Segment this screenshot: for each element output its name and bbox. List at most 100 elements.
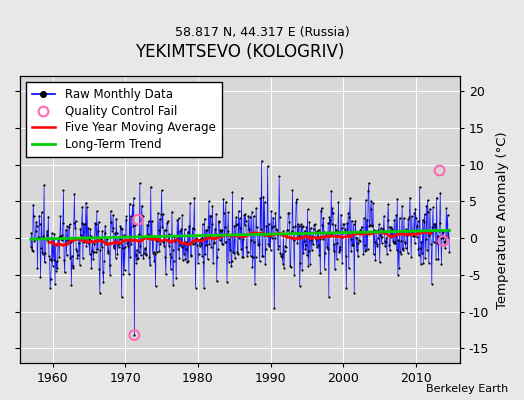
Point xyxy=(254,241,263,247)
Point xyxy=(428,280,436,287)
Point xyxy=(40,182,48,188)
Point xyxy=(129,194,138,201)
Point xyxy=(316,270,324,276)
Point xyxy=(179,240,188,246)
Point xyxy=(72,246,80,252)
Point xyxy=(103,236,111,242)
Point xyxy=(112,255,120,261)
Point xyxy=(241,211,249,218)
Point xyxy=(240,212,248,219)
Point xyxy=(431,224,439,230)
Point xyxy=(136,180,144,186)
Point xyxy=(184,223,193,230)
Point xyxy=(264,163,272,169)
Point xyxy=(262,223,270,229)
Point xyxy=(313,228,322,234)
Point xyxy=(90,249,98,255)
Point xyxy=(311,221,319,228)
Point xyxy=(90,241,99,247)
Point xyxy=(288,187,297,194)
Point xyxy=(40,259,49,266)
Point xyxy=(385,242,394,248)
Point xyxy=(299,250,308,256)
Point xyxy=(209,203,217,210)
Point xyxy=(148,218,156,224)
Point xyxy=(417,261,425,268)
Point xyxy=(349,242,357,248)
Point xyxy=(191,284,200,291)
Point xyxy=(209,260,217,266)
Point xyxy=(233,220,241,227)
Point xyxy=(412,215,420,222)
Point xyxy=(256,258,264,264)
Point xyxy=(306,261,314,267)
Point xyxy=(51,280,59,287)
Point xyxy=(178,212,187,219)
Point xyxy=(162,227,171,233)
Point xyxy=(33,264,41,271)
Point xyxy=(252,254,260,261)
Point xyxy=(139,255,148,261)
Point xyxy=(370,227,378,234)
Point xyxy=(27,244,35,250)
Point xyxy=(67,282,75,288)
Point xyxy=(73,248,81,254)
Point xyxy=(267,208,276,214)
Point xyxy=(342,285,351,291)
Point xyxy=(261,261,269,267)
Point xyxy=(126,213,135,219)
Point xyxy=(314,226,323,233)
Point xyxy=(39,251,47,258)
Point xyxy=(221,239,229,245)
Point xyxy=(420,219,428,225)
Point xyxy=(408,213,416,219)
Point xyxy=(51,242,60,248)
Point xyxy=(114,234,122,240)
Point xyxy=(206,213,215,219)
Point xyxy=(32,219,40,225)
Point xyxy=(323,246,332,252)
Point xyxy=(188,239,196,245)
Point xyxy=(296,260,304,266)
Point xyxy=(241,222,249,228)
Point xyxy=(41,250,49,256)
Point xyxy=(128,216,136,222)
Point xyxy=(272,227,281,234)
Point xyxy=(32,223,41,229)
Point xyxy=(295,223,303,229)
Point xyxy=(243,253,251,259)
Point xyxy=(226,233,235,239)
Point xyxy=(276,250,285,256)
Point xyxy=(233,248,242,255)
Point xyxy=(270,305,278,311)
Point xyxy=(259,193,268,200)
Point xyxy=(149,233,157,239)
Point xyxy=(380,213,388,219)
Point xyxy=(389,238,397,244)
Point xyxy=(292,199,300,205)
Point xyxy=(35,213,43,219)
Point xyxy=(405,214,413,220)
Point xyxy=(124,243,132,250)
Point xyxy=(311,229,320,236)
Point xyxy=(404,216,412,222)
Point xyxy=(164,236,172,242)
Point xyxy=(436,235,445,242)
Point xyxy=(78,220,86,226)
Point xyxy=(147,233,156,240)
Point xyxy=(85,251,94,257)
Point xyxy=(413,218,422,224)
Point xyxy=(127,241,136,248)
Point xyxy=(428,224,436,230)
Point xyxy=(141,244,149,251)
Point xyxy=(432,256,440,262)
Point xyxy=(410,210,418,216)
Point xyxy=(71,218,80,225)
Point xyxy=(258,253,266,259)
Point xyxy=(213,278,221,284)
Point xyxy=(438,228,446,234)
Point xyxy=(351,218,359,224)
Point xyxy=(399,245,408,251)
Point xyxy=(326,217,334,223)
Point xyxy=(426,206,434,212)
